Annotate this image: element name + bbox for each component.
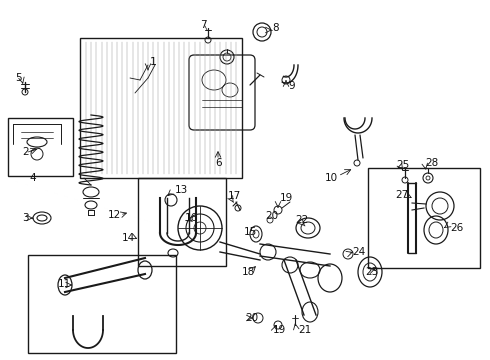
Text: 20: 20 (245, 313, 258, 323)
Text: 5: 5 (15, 73, 22, 83)
Text: 19: 19 (280, 193, 293, 203)
Text: 20: 20 (265, 211, 278, 221)
Text: 6: 6 (215, 158, 221, 168)
Text: 24: 24 (352, 247, 365, 257)
Text: 14: 14 (122, 233, 135, 243)
Text: 8: 8 (272, 23, 279, 33)
Text: 7: 7 (200, 20, 207, 30)
Text: 25: 25 (396, 160, 409, 170)
Text: 15: 15 (244, 227, 257, 237)
Text: 21: 21 (298, 325, 311, 335)
Text: 28: 28 (425, 158, 438, 168)
Bar (8, 118, 73, 176)
Text: 10: 10 (325, 173, 338, 183)
Text: 18: 18 (242, 267, 255, 277)
Text: 19: 19 (273, 325, 286, 335)
Text: 17: 17 (228, 191, 241, 201)
Bar (28, 255, 176, 353)
Text: 12: 12 (108, 210, 121, 220)
Bar (368, 168, 480, 268)
Text: 4: 4 (30, 173, 36, 183)
Text: 2: 2 (22, 147, 28, 157)
Text: 22: 22 (295, 215, 308, 225)
Text: 3: 3 (22, 213, 28, 223)
Text: 23: 23 (365, 267, 378, 277)
Text: 11: 11 (58, 279, 71, 289)
Text: 16: 16 (185, 213, 198, 223)
Bar (80, 38, 242, 178)
Bar (138, 178, 226, 266)
Text: 27: 27 (395, 190, 408, 200)
Text: 1: 1 (150, 57, 157, 67)
Text: 26: 26 (450, 223, 463, 233)
Text: 13: 13 (175, 185, 188, 195)
Text: 9: 9 (288, 81, 294, 91)
